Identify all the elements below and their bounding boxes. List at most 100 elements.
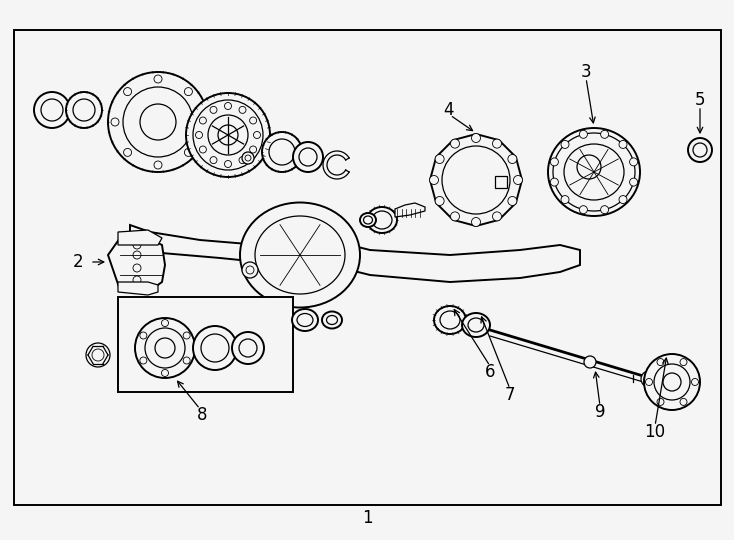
Circle shape [584, 356, 596, 368]
Bar [14, 30, 721, 505]
Circle shape [133, 264, 141, 272]
Circle shape [197, 118, 205, 126]
Ellipse shape [564, 144, 624, 200]
Circle shape [154, 161, 162, 169]
Circle shape [140, 357, 147, 364]
Circle shape [293, 142, 323, 172]
Circle shape [242, 152, 254, 164]
Circle shape [242, 262, 258, 278]
Circle shape [299, 148, 317, 166]
Ellipse shape [322, 312, 342, 328]
Circle shape [508, 154, 517, 164]
Circle shape [550, 158, 559, 166]
Polygon shape [130, 225, 290, 265]
Circle shape [429, 176, 438, 185]
Circle shape [86, 343, 110, 367]
Circle shape [184, 148, 192, 157]
Ellipse shape [327, 315, 338, 325]
Circle shape [184, 357, 190, 364]
Circle shape [246, 266, 254, 274]
Circle shape [451, 139, 459, 148]
Circle shape [641, 371, 657, 387]
Circle shape [645, 379, 653, 386]
Circle shape [508, 197, 517, 206]
Circle shape [262, 132, 302, 172]
Text: 5: 5 [695, 91, 705, 109]
Circle shape [73, 99, 95, 121]
Circle shape [250, 117, 257, 124]
Circle shape [435, 197, 444, 206]
Ellipse shape [440, 311, 460, 329]
Circle shape [577, 155, 601, 179]
Circle shape [161, 320, 169, 327]
Circle shape [471, 133, 481, 143]
Circle shape [691, 379, 699, 386]
Circle shape [200, 146, 206, 153]
Circle shape [195, 132, 203, 138]
Text: 9: 9 [595, 403, 606, 421]
Circle shape [451, 212, 459, 221]
Polygon shape [395, 203, 425, 217]
Polygon shape [350, 245, 580, 282]
Circle shape [66, 92, 102, 128]
Ellipse shape [240, 202, 360, 307]
Circle shape [239, 106, 246, 113]
Circle shape [184, 332, 190, 339]
Circle shape [232, 332, 264, 364]
Circle shape [693, 143, 707, 157]
Text: 10: 10 [644, 423, 666, 441]
Circle shape [561, 195, 569, 204]
Circle shape [493, 212, 501, 221]
Circle shape [600, 206, 608, 214]
Circle shape [184, 87, 192, 96]
Ellipse shape [360, 213, 376, 227]
Circle shape [435, 154, 444, 164]
Circle shape [161, 369, 169, 376]
Ellipse shape [367, 207, 397, 233]
Text: 3: 3 [581, 63, 592, 81]
Circle shape [145, 328, 185, 368]
Circle shape [600, 130, 608, 138]
Bar [495, 176, 507, 188]
Circle shape [123, 87, 131, 96]
Circle shape [253, 132, 261, 138]
Text: 8: 8 [197, 406, 207, 424]
Circle shape [471, 218, 481, 226]
Text: 2: 2 [73, 253, 84, 271]
Circle shape [239, 157, 246, 164]
Circle shape [34, 92, 70, 128]
Circle shape [92, 349, 104, 361]
Polygon shape [108, 238, 165, 292]
Circle shape [123, 148, 131, 157]
Ellipse shape [363, 216, 372, 224]
Ellipse shape [255, 216, 345, 294]
Bar [118, 297, 293, 392]
Circle shape [208, 115, 248, 155]
Polygon shape [430, 134, 522, 226]
Circle shape [550, 178, 559, 186]
Circle shape [210, 106, 217, 113]
Circle shape [133, 276, 141, 284]
Circle shape [630, 158, 638, 166]
Circle shape [657, 359, 664, 366]
Circle shape [135, 318, 195, 378]
Ellipse shape [468, 318, 484, 332]
Circle shape [111, 118, 119, 126]
Circle shape [225, 160, 231, 167]
Circle shape [619, 140, 627, 148]
Ellipse shape [553, 133, 635, 211]
Circle shape [154, 75, 162, 83]
Circle shape [493, 139, 501, 148]
Circle shape [688, 138, 712, 162]
Text: 6: 6 [484, 363, 495, 381]
Circle shape [186, 93, 270, 177]
Text: 7: 7 [505, 386, 515, 404]
Circle shape [654, 364, 690, 400]
Circle shape [133, 241, 141, 249]
Ellipse shape [297, 314, 313, 327]
Circle shape [239, 339, 257, 357]
Text: 4: 4 [443, 101, 454, 119]
Circle shape [245, 155, 251, 161]
Circle shape [200, 117, 206, 124]
Circle shape [680, 359, 687, 366]
